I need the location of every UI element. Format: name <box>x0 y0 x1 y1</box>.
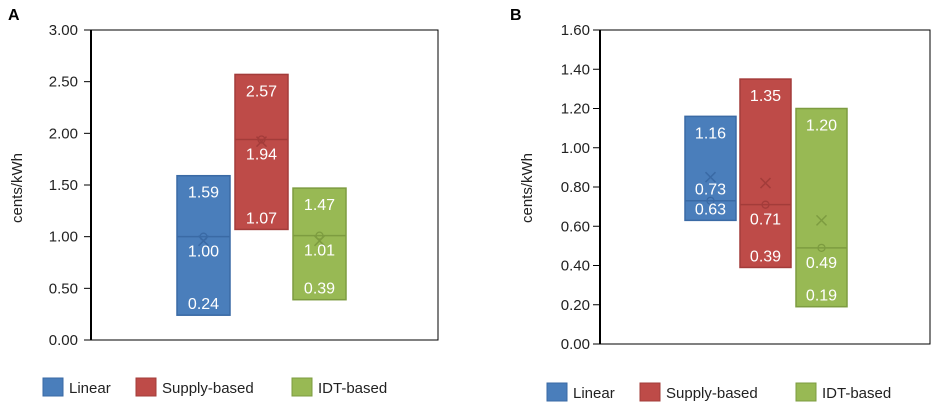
legend-swatch-supply <box>135 377 157 397</box>
y-tick-label: 2.50 <box>49 74 78 91</box>
panel-a: A cents/kWh 0.00 0.50 1.00 1.50 2.00 2.50 3.00… <box>8 7 439 397</box>
median-marker-supply <box>257 135 266 144</box>
y-tick-label: 3.00 <box>49 22 78 39</box>
y-tick-label: 1.20 <box>561 101 590 118</box>
median-marker-linear <box>706 196 715 205</box>
legend-b: Linear Supply-based IDT-based <box>546 382 891 402</box>
median-marker-idt <box>315 231 324 240</box>
boxes-b: 1.16 0.63 0.73 1.35 0.39 0.71 1.20 0.19 0.49 <box>684 78 848 308</box>
data-label-min-supply: 1.07 <box>246 210 277 227</box>
y-tick-label: 0.00 <box>561 336 590 353</box>
data-label-max-idt: 1.20 <box>806 118 837 135</box>
mean-marker-idt <box>313 235 326 247</box>
legend-swatch-linear <box>42 377 64 397</box>
plot-area-b <box>599 29 931 345</box>
data-label-min-idt: 0.19 <box>806 288 837 305</box>
data-label-median-supply: 1.94 <box>246 147 277 164</box>
box-idt <box>795 107 848 308</box>
data-label-max-idt: 1.47 <box>304 197 335 214</box>
data-label-max-linear: 1.59 <box>188 185 219 202</box>
data-label-min-idt: 0.39 <box>304 281 335 298</box>
y-tick-label: 2.00 <box>49 125 78 142</box>
legend-label-supply-b: Supply-based <box>666 385 758 402</box>
legend-swatch-idt-b <box>795 382 817 402</box>
y-tick-label: 0.20 <box>561 297 590 314</box>
legend-a: Linear Supply-based IDT-based <box>42 377 387 397</box>
legend-label-idt-b: IDT-based <box>822 385 891 402</box>
legend-label-linear-b: Linear <box>573 385 615 402</box>
legend-label-supply: Supply-based <box>162 380 254 397</box>
legend-label-linear: Linear <box>69 380 111 397</box>
box-linear <box>684 115 737 222</box>
legend-swatch-linear-b <box>546 382 568 402</box>
y-ticks-b: 0.00 0.20 0.40 0.60 0.80 1.00 1.20 1.40 1.60 <box>561 22 601 353</box>
median-marker-idt <box>817 243 826 252</box>
y-tick-label: 1.50 <box>49 177 78 194</box>
data-label-min-linear: 0.24 <box>188 296 219 313</box>
legend-swatch-supply-b <box>639 382 661 402</box>
legend-label-idt: IDT-based <box>318 380 387 397</box>
legend-swatch-idt <box>291 377 313 397</box>
box-supply <box>234 73 289 231</box>
mean-marker-linear <box>704 171 717 183</box>
plot-area-a <box>90 29 439 341</box>
panel-label-a: A <box>8 7 20 24</box>
mean-marker-supply <box>759 177 772 189</box>
box-supply <box>739 78 792 269</box>
box-idt <box>292 187 347 301</box>
y-tick-label: 1.60 <box>561 22 590 39</box>
box-linear <box>176 174 231 316</box>
mean-marker-idt <box>815 214 828 226</box>
mean-marker-linear <box>197 235 210 247</box>
panel-b: B cents/kWh 0.00 0.20 0.40 0.60 0.80 1.00 1.20… <box>510 7 931 402</box>
data-label-min-linear: 0.63 <box>695 201 726 218</box>
data-label-max-linear: 1.16 <box>695 125 726 142</box>
y-tick-label: 0.50 <box>49 280 78 297</box>
panel-label-b: B <box>510 7 522 24</box>
y-tick-label: 0.80 <box>561 179 590 196</box>
y-tick-label: 0.60 <box>561 218 590 235</box>
data-label-min-supply: 0.39 <box>750 248 781 265</box>
data-label-median-idt: 1.01 <box>304 243 335 260</box>
data-label-median-linear: 0.73 <box>695 182 726 199</box>
data-label-median-supply: 0.71 <box>750 212 781 229</box>
ylabel-a: cents/kWh <box>9 153 26 223</box>
data-label-max-supply: 1.35 <box>750 88 781 105</box>
y-tick-label: 1.40 <box>561 61 590 78</box>
y-tick-label: 0.00 <box>49 332 78 349</box>
y-tick-label: 1.00 <box>561 140 590 157</box>
y-ticks-a: 0.00 0.50 1.00 1.50 2.00 2.50 3.00 <box>49 22 92 349</box>
ylabel-b: cents/kWh <box>519 153 536 223</box>
data-label-max-supply: 2.57 <box>246 83 277 100</box>
median-marker-supply <box>761 200 770 209</box>
data-label-median-idt: 0.49 <box>806 255 837 272</box>
data-label-median-linear: 1.00 <box>188 244 219 261</box>
mean-marker-supply <box>255 136 268 148</box>
y-tick-label: 1.00 <box>49 229 78 246</box>
boxes-a: 1.59 0.24 1.00 2.57 1.07 1.94 1.47 0.39 1.01 <box>176 73 347 316</box>
y-tick-label: 0.40 <box>561 258 590 275</box>
